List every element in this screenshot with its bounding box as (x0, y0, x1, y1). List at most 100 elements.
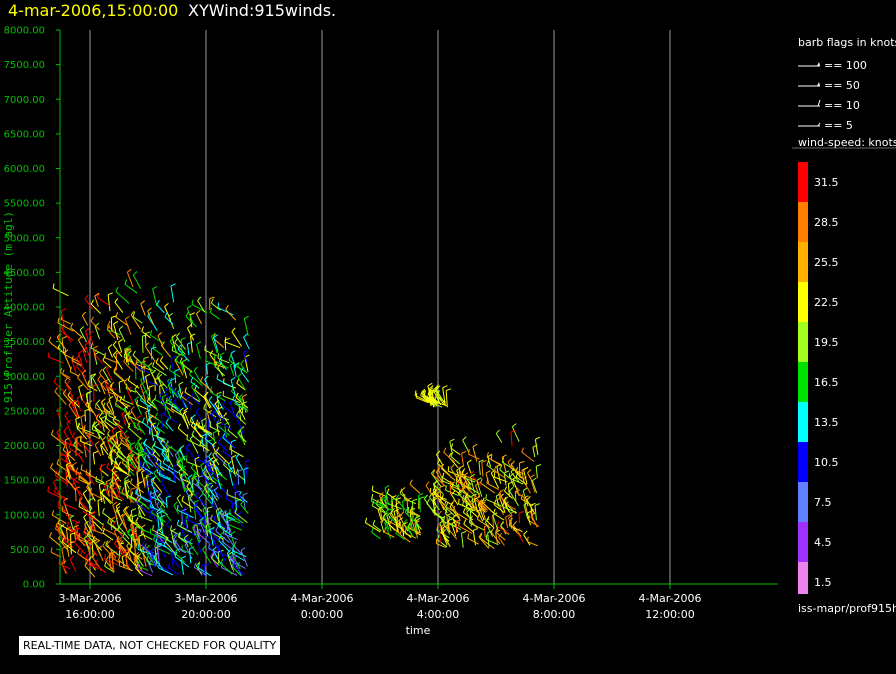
wind-barb-feather (452, 505, 456, 512)
wind-barb (79, 329, 87, 343)
wind-barb-feather (194, 456, 200, 460)
wind-barb-feather (158, 491, 163, 497)
wind-barb (243, 336, 250, 350)
wind-barb (428, 496, 440, 511)
wind-barb (147, 310, 154, 325)
wind-barb-feather (124, 475, 129, 480)
wind-barb (166, 444, 177, 452)
wind-barb (526, 513, 532, 526)
wind-barb (77, 552, 89, 562)
wind-barb (226, 523, 242, 531)
wind-barb (129, 447, 140, 457)
wind-barb (196, 424, 213, 435)
wind-barb (433, 484, 444, 495)
wind-barb-feather (152, 534, 156, 540)
wind-barb-feather (164, 399, 170, 404)
wind-barb (121, 556, 125, 569)
wind-barb-feather (165, 440, 169, 446)
wind-barb (186, 308, 194, 325)
wind-barb-feather (243, 467, 249, 470)
wind-barb-feather (61, 545, 67, 550)
wind-barb (152, 480, 162, 493)
wind-barb-feather (505, 514, 511, 518)
wind-barb (237, 432, 245, 444)
wind-barb (477, 518, 491, 529)
wind-barb (197, 300, 206, 313)
wind-barb (111, 448, 124, 461)
wind-barb (138, 368, 150, 374)
speed-label: 7.5 (814, 496, 832, 509)
wind-barb (94, 444, 102, 457)
wind-barb (510, 471, 520, 483)
wind-barb (158, 395, 166, 407)
wind-barb-feather (137, 564, 140, 570)
barb-sample-feather (817, 99, 821, 107)
wind-barb-feather (181, 455, 187, 458)
title-date: 4-mar-2006,15:00:00 (8, 1, 179, 20)
wind-barb (68, 404, 78, 419)
wind-barb (54, 474, 68, 485)
wind-barb (95, 480, 107, 486)
wind-barb-feather (190, 416, 192, 422)
wind-barb-feather (440, 463, 445, 469)
wind-barb-feather (173, 397, 177, 403)
wind-barb-feather (81, 311, 87, 316)
wind-barb (207, 484, 209, 498)
wind-barb-feather (148, 385, 154, 388)
wind-barb (160, 481, 171, 498)
wind-barb-feather (113, 366, 117, 372)
wind-barb-feather (371, 527, 374, 533)
wind-barb-feather (93, 450, 99, 454)
wind-barb (121, 413, 127, 426)
wind-barb (118, 382, 121, 393)
wind-barb-feather (521, 447, 525, 453)
wind-barb (529, 477, 536, 493)
wind-barb (184, 520, 188, 531)
wind-barb (153, 472, 161, 483)
wind-barb (179, 537, 193, 545)
wind-barb-feather (75, 529, 78, 535)
wind-barb-feather (114, 476, 120, 481)
wind-barb-feather (428, 387, 434, 392)
wind-barb (441, 498, 453, 506)
wind-barb-feather (203, 393, 208, 398)
wind-barb-feather (166, 495, 172, 499)
wind-barb (119, 437, 130, 448)
speed-label: 4.5 (814, 536, 832, 549)
wind-barb-feather (446, 388, 452, 391)
wind-barb (208, 497, 217, 510)
wind-barb (137, 483, 142, 496)
barb-legend-label: == 10 (824, 99, 860, 112)
wind-barb-feather (476, 514, 480, 520)
wind-barb (186, 327, 195, 341)
wind-barb-feather (78, 350, 84, 354)
wind-barb (119, 434, 130, 443)
wind-barb (180, 362, 185, 374)
wind-barb (223, 436, 236, 449)
wind-barb-feather (123, 378, 128, 383)
wind-barb (505, 516, 509, 529)
wind-barb-feather (93, 345, 99, 349)
wind-barb (209, 425, 221, 433)
wind-barb-feather (50, 547, 53, 553)
wind-barb (238, 433, 247, 443)
wind-barb (142, 545, 155, 555)
wind-barb (177, 536, 187, 544)
wind-barb (78, 353, 83, 366)
wind-barb-feather (84, 408, 90, 412)
wind-barb-feather (403, 519, 408, 524)
wind-barb-feather (97, 545, 103, 550)
wind-barb-feather (130, 491, 134, 497)
wind-barb (209, 312, 220, 320)
wind-barb-feather (196, 341, 202, 345)
wind-barb-feather (216, 421, 222, 425)
wind-barb (126, 494, 139, 503)
wind-barb (102, 360, 112, 369)
wind-barb-feather (441, 529, 446, 534)
wind-barb (439, 487, 442, 503)
wind-barb-feather (201, 469, 207, 474)
wind-barb-feather (201, 488, 206, 493)
wind-barb-feather (170, 377, 176, 381)
wind-barb-feather (196, 561, 201, 566)
wind-barb (222, 541, 236, 552)
